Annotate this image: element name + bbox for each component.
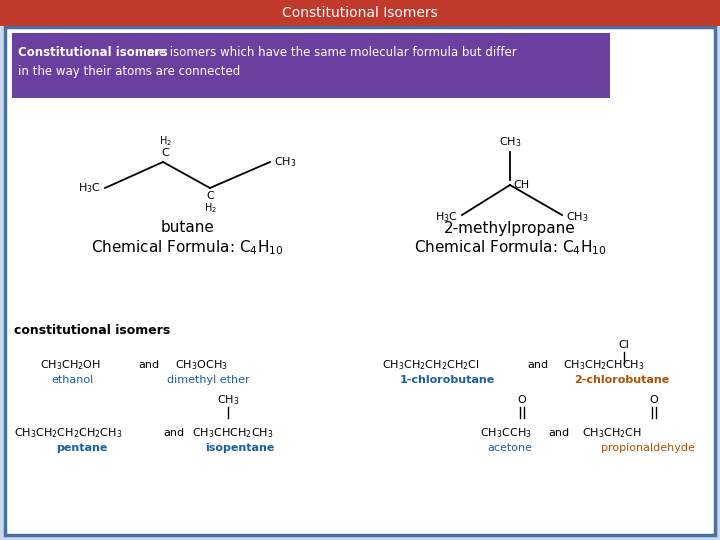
Text: Constitutional Isomers: Constitutional Isomers	[282, 6, 438, 20]
Text: CH$_3$CH$_2$CH: CH$_3$CH$_2$CH	[582, 426, 642, 440]
Text: CH$_3$CHCH$_2$CH$_3$: CH$_3$CHCH$_2$CH$_3$	[192, 426, 274, 440]
Text: 1-chlorobutane: 1-chlorobutane	[400, 375, 495, 385]
Text: O: O	[518, 395, 526, 405]
Text: O: O	[649, 395, 658, 405]
Text: H$_2$: H$_2$	[204, 201, 217, 215]
Text: CH$_3$: CH$_3$	[499, 135, 521, 149]
Text: Constitutional isomers: Constitutional isomers	[18, 46, 168, 59]
Text: constitutional isomers: constitutional isomers	[14, 323, 170, 336]
Text: C: C	[206, 191, 214, 201]
Text: CH$_3$CCH$_3$: CH$_3$CCH$_3$	[480, 426, 532, 440]
Text: CH$_3$CH$_2$OH: CH$_3$CH$_2$OH	[40, 358, 101, 372]
Text: and: and	[138, 360, 159, 370]
Text: ethanol: ethanol	[51, 375, 93, 385]
Text: isopentane: isopentane	[205, 443, 275, 453]
Text: CH$_3$: CH$_3$	[274, 155, 297, 169]
Text: CH: CH	[513, 180, 529, 190]
Text: butane: butane	[161, 220, 215, 235]
Text: CH$_3$: CH$_3$	[566, 210, 588, 224]
Text: Chemical Formula: C$_4$H$_{10}$: Chemical Formula: C$_4$H$_{10}$	[91, 239, 284, 258]
Text: CH$_3$OCH$_3$: CH$_3$OCH$_3$	[175, 358, 228, 372]
Text: H$_3$C: H$_3$C	[78, 181, 101, 195]
Text: 2-methylpropane: 2-methylpropane	[444, 220, 576, 235]
Text: CH$_3$: CH$_3$	[217, 393, 239, 407]
FancyBboxPatch shape	[12, 33, 610, 98]
Text: 2-chlorobutane: 2-chlorobutane	[575, 375, 670, 385]
Text: in the way their atoms are connected: in the way their atoms are connected	[18, 65, 240, 78]
Text: are isomers which have the same molecular formula but differ: are isomers which have the same molecula…	[143, 46, 517, 59]
Text: CH$_3$CH$_2$CH$_2$CH$_2$Cl: CH$_3$CH$_2$CH$_2$CH$_2$Cl	[382, 358, 480, 372]
Text: acetone: acetone	[487, 443, 533, 453]
Text: CH$_3$CH$_2$CH$_2$CH$_2$CH$_3$: CH$_3$CH$_2$CH$_2$CH$_2$CH$_3$	[14, 426, 122, 440]
Text: Cl: Cl	[618, 340, 629, 350]
Text: and: and	[527, 360, 548, 370]
Text: CH$_3$CH$_2$CHCH$_3$: CH$_3$CH$_2$CHCH$_3$	[563, 358, 644, 372]
FancyBboxPatch shape	[5, 27, 715, 535]
Text: H$_2$: H$_2$	[158, 134, 171, 148]
Text: and: and	[548, 428, 569, 438]
Text: dimethyl ether: dimethyl ether	[167, 375, 249, 385]
Text: pentane: pentane	[56, 443, 108, 453]
Text: Chemical Formula: C$_4$H$_{10}$: Chemical Formula: C$_4$H$_{10}$	[414, 239, 606, 258]
FancyBboxPatch shape	[0, 0, 720, 26]
Text: and: and	[163, 428, 184, 438]
Text: propionaldehyde: propionaldehyde	[601, 443, 695, 453]
Text: C: C	[161, 148, 169, 158]
Text: H$_3$C: H$_3$C	[435, 210, 458, 224]
